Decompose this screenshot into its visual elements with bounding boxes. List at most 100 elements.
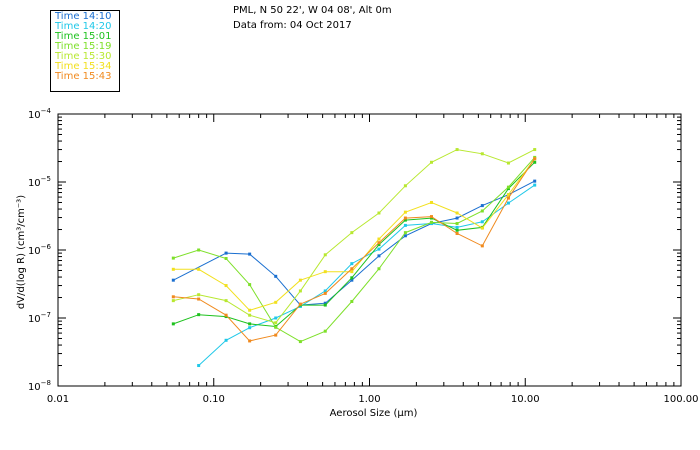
- data-point: [350, 276, 354, 280]
- data-point: [480, 152, 484, 156]
- data-point: [298, 289, 302, 293]
- data-point: [323, 270, 327, 274]
- data-point: [533, 160, 537, 164]
- x-tick-label: 100.00: [664, 394, 699, 405]
- data-point: [533, 157, 537, 161]
- data-point: [197, 248, 201, 252]
- data-point: [224, 313, 228, 317]
- data-point: [274, 325, 278, 329]
- data-point: [171, 278, 175, 282]
- data-point: [323, 303, 327, 307]
- data-point: [171, 322, 175, 326]
- data-point: [224, 338, 228, 342]
- legend-entry: Time 15:19: [55, 41, 112, 52]
- data-point: [403, 223, 407, 227]
- data-point: [323, 301, 327, 305]
- data-point: [403, 210, 407, 214]
- data-point: [403, 231, 407, 235]
- data-point: [403, 218, 407, 222]
- data-point: [323, 329, 327, 333]
- data-point: [298, 302, 302, 306]
- data-point: [248, 308, 252, 312]
- data-point: [248, 283, 252, 287]
- data-point: [455, 222, 459, 226]
- legend-entry: Time 15:30: [55, 51, 112, 62]
- x-tick-label: 10.00: [511, 394, 540, 405]
- data-point: [455, 225, 459, 229]
- data-point: [224, 284, 228, 288]
- legend: Time 14:10 Time 14:20 Time 15:01 Time 15:19…: [50, 10, 120, 92]
- data-point: [350, 231, 354, 235]
- data-point: [377, 237, 381, 241]
- data-point: [480, 226, 484, 230]
- data-point: [480, 204, 484, 208]
- data-point: [350, 267, 354, 271]
- data-point: [533, 183, 537, 187]
- data-point: [274, 321, 278, 325]
- data-point: [377, 211, 381, 215]
- data-point: [171, 299, 175, 303]
- data-point: [429, 220, 433, 224]
- data-point: [533, 179, 537, 183]
- data-point: [224, 299, 228, 303]
- data-point: [350, 262, 354, 266]
- data-point: [274, 333, 278, 337]
- data-point: [350, 278, 354, 282]
- data-point: [377, 267, 381, 271]
- data-point: [429, 215, 433, 219]
- data-point: [350, 270, 354, 274]
- data-point: [506, 161, 510, 165]
- data-point: [377, 243, 381, 247]
- data-point: [429, 160, 433, 164]
- x-tick-label: 0.01: [47, 394, 69, 405]
- data-point: [455, 211, 459, 215]
- data-point: [506, 193, 510, 197]
- data-point: [298, 340, 302, 344]
- data-point: [248, 252, 252, 256]
- data-point: [480, 244, 484, 248]
- data-point: [197, 297, 201, 301]
- data-point: [171, 256, 175, 260]
- y-tick-label: 10−7: [28, 311, 51, 325]
- data-point: [455, 231, 459, 235]
- data-point: [480, 220, 484, 224]
- data-point: [429, 200, 433, 204]
- data-point: [248, 326, 252, 330]
- data-point: [323, 289, 327, 293]
- x-axis-label: Aerosol Size (μm): [330, 408, 418, 419]
- data-point: [506, 201, 510, 205]
- data-point: [350, 299, 354, 303]
- chart-title: PML, N 50 22', W 04 08', Alt 0m: [233, 5, 392, 16]
- data-point: [171, 267, 175, 271]
- data-point: [197, 293, 201, 297]
- data-point: [506, 185, 510, 189]
- data-point: [377, 254, 381, 258]
- y-tick-label: 10−8: [28, 379, 51, 393]
- y-axis-label: dV/d(log R) (cm³/cm⁻³): [16, 195, 27, 309]
- data-point: [533, 148, 537, 152]
- data-point: [274, 316, 278, 320]
- y-tick-label: 10−4: [28, 107, 52, 121]
- legend-entry: Time 15:43: [55, 71, 112, 82]
- data-point: [403, 184, 407, 188]
- data-point: [274, 300, 278, 304]
- data-point: [274, 274, 278, 278]
- data-point: [455, 148, 459, 152]
- data-point: [224, 251, 228, 255]
- series-line: [173, 149, 535, 324]
- data-point: [403, 234, 407, 238]
- data-point: [455, 228, 459, 232]
- data-point: [506, 196, 510, 200]
- data-point: [197, 267, 201, 271]
- legend-entry: Time 14:20: [55, 21, 112, 32]
- data-point: [377, 247, 381, 251]
- series-line: [198, 184, 535, 366]
- data-point: [197, 364, 201, 368]
- data-point: [377, 241, 381, 245]
- x-tick-label: 1.00: [358, 394, 380, 405]
- series-line: [173, 158, 536, 311]
- data-point: [455, 216, 459, 220]
- series-line: [173, 180, 535, 306]
- legend-entry: Time 15:01: [55, 31, 112, 42]
- data-point: [298, 278, 302, 282]
